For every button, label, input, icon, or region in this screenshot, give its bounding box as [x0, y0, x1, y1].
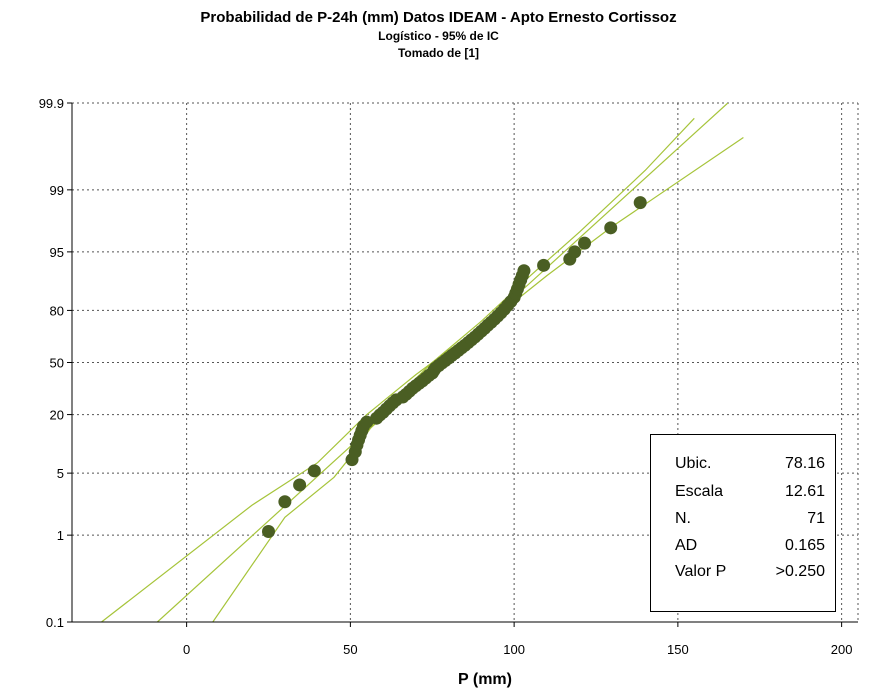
y-tick-label: 99.9 [39, 96, 64, 111]
y-tick-label: 80 [50, 303, 64, 318]
stats-label: Escala [675, 483, 724, 500]
data-points-layer [262, 196, 647, 539]
stats-label: Ubic. [675, 455, 712, 472]
data-point [604, 221, 618, 235]
stats-value: 0.165 [784, 537, 825, 554]
x-tick-label: 200 [831, 642, 853, 657]
x-tick-label: 100 [503, 642, 525, 657]
x-tick-label: 50 [343, 642, 357, 657]
data-point [633, 196, 647, 210]
title-block: Probabilidad de P-24h (mm) Datos IDEAM -… [0, 8, 877, 62]
y-tick-label: 1 [57, 528, 64, 543]
stats-value: >0.250 [775, 563, 825, 580]
confidence-band-layer [101, 117, 744, 622]
stats-value: 12.61 [784, 483, 825, 500]
chart-subtitle: Logístico - 95% de IC [378, 29, 499, 43]
y-tick-label: 50 [50, 356, 64, 371]
data-point [517, 264, 531, 278]
y-tick-label: 99 [50, 183, 64, 198]
x-tick-label: 0 [183, 642, 190, 657]
y-tick-label: 20 [50, 408, 64, 423]
y-tick-label: 0.1 [46, 615, 64, 630]
x-axis-label: P (mm) [458, 671, 512, 688]
y-tick-label: 95 [50, 245, 64, 260]
y-tick-label: 5 [57, 466, 64, 481]
stats-value: 71 [807, 510, 825, 527]
data-point [568, 245, 582, 259]
confidence-band-upper [212, 117, 695, 622]
x-tick-label: 150 [667, 642, 689, 657]
data-point [307, 464, 321, 478]
chart-source: Tomado de [1] [397, 46, 480, 60]
data-point [293, 478, 307, 492]
stats-label: AD [675, 537, 698, 554]
stats-legend-box: Ubic. 78.16 Escala 12.61 N. 71 AD 0.165 … [650, 434, 836, 612]
data-point [537, 258, 551, 272]
axis-layer: 0.1 1 5 20 50 80 95 99 99.9 0 50 100 150 200 [39, 96, 858, 657]
data-point [578, 236, 592, 250]
stats-value: 78.16 [784, 455, 825, 472]
stats-label: N. [675, 510, 691, 527]
stats-label: Valor P [675, 563, 727, 580]
data-point [262, 525, 275, 539]
data-point [278, 495, 292, 509]
data-point [360, 415, 374, 429]
chart-title: Probabilidad de P-24h (mm) Datos IDEAM -… [200, 9, 677, 26]
